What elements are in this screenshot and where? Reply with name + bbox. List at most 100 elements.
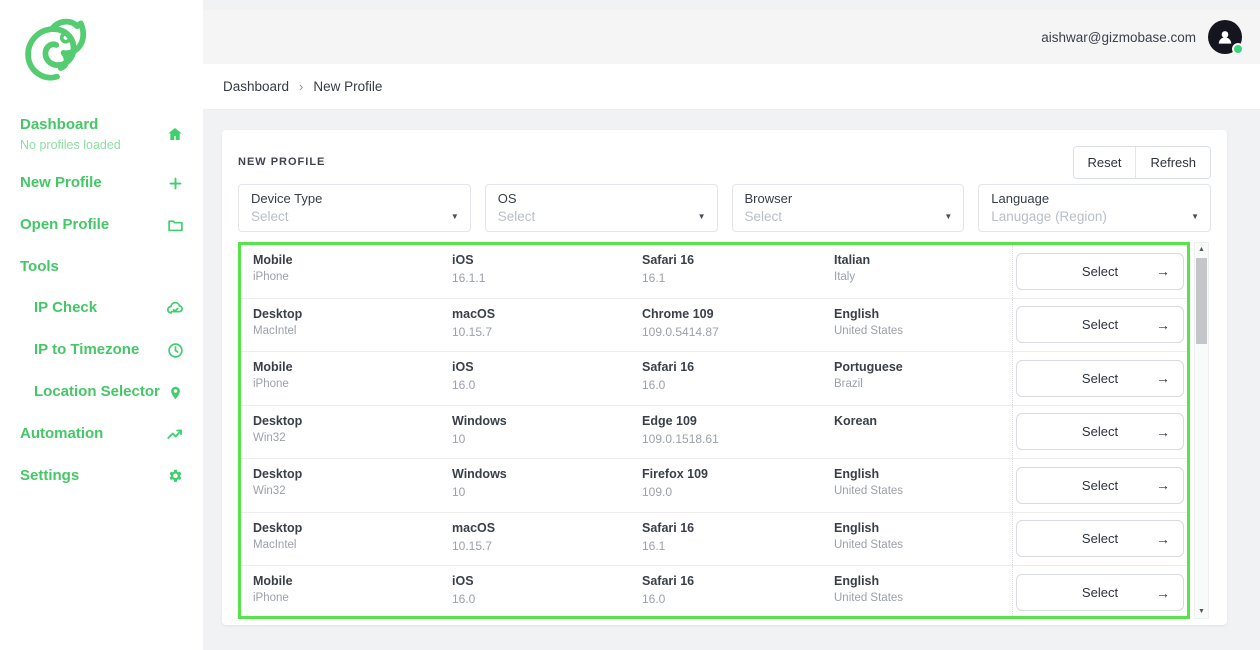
refresh-button[interactable]: Refresh [1135, 146, 1210, 178]
arrow-right-icon: → [1156, 423, 1170, 440]
device-type: Desktop [253, 306, 303, 321]
browser-version: 109.0.5414.87 [642, 324, 719, 339]
language-region: Italy [834, 271, 856, 283]
profile-row: Mobile iPhone iOS 16.0 Safari 16 16.0 Po… [241, 352, 1187, 406]
os-version: 16.0 [452, 378, 476, 392]
sidebar-item-label: Location Selector [34, 383, 160, 401]
browser-version: 16.0 [642, 592, 666, 606]
sidebar-item-automation[interactable]: Automation [0, 414, 203, 456]
sidebar-item-dashboard[interactable]: Dashboard No profiles loaded [0, 105, 203, 163]
select-button[interactable]: Select → [1016, 466, 1184, 504]
device-cell: Mobile iPhone [241, 566, 440, 616]
language-name: Italian [834, 253, 871, 267]
new-profile-panel: NEW PROFILE Reset Refresh Device Type Se… [222, 130, 1227, 625]
sidebar-item-ip-check[interactable]: IP Check [0, 288, 203, 330]
profiles-table-zone: Mobile iPhone iOS 16.1.1 Safari 16 16.1 … [238, 242, 1211, 619]
device-cell: Desktop MacIntel [241, 513, 440, 566]
browser-name: Firefox 109 [642, 467, 709, 481]
sidebar-item-location-selector[interactable]: Location Selector [0, 372, 203, 414]
language-name: Korean [834, 413, 878, 428]
sidebar-item-label: Tools [20, 257, 59, 275]
os-version: 10 [452, 485, 466, 499]
device-cell: Desktop Win32 [241, 459, 440, 512]
topbar: aishwar@gizmobase.com [203, 10, 1260, 64]
sidebar-item-open-profile[interactable]: Open Profile [0, 205, 203, 247]
browser-version: 16.1 [642, 538, 666, 553]
os-name: iOS [452, 253, 474, 267]
arrow-right-icon: → [1156, 477, 1170, 494]
dropdown-value: Select [744, 209, 783, 224]
select-button-label: Select [1081, 263, 1119, 279]
device-cell: Mobile iPhone [241, 352, 440, 405]
trend-icon [165, 425, 185, 445]
select-button[interactable]: Select → [1016, 252, 1184, 290]
clock-icon [165, 341, 185, 361]
browser-name: Chrome 109 [642, 306, 714, 321]
language-cell: English United States [822, 459, 1012, 512]
browser-version: 109.0.1518.61 [642, 431, 719, 446]
browser-name: Edge 109 [642, 413, 697, 428]
device-platform: iPhone [253, 592, 289, 604]
device-cell: Desktop Win32 [241, 406, 440, 459]
select-button[interactable]: Select → [1016, 306, 1184, 344]
chameleon-logo-icon [25, 18, 87, 81]
sidebar-item-label: IP to Timezone [34, 341, 140, 359]
arrow-right-icon: → [1156, 530, 1170, 547]
select-button-label: Select [1081, 424, 1119, 440]
device-platform: Win32 [253, 485, 286, 497]
home-icon [165, 124, 185, 144]
os-name: Windows [452, 467, 507, 481]
table-scrollbar[interactable]: ▲ ▼ [1194, 242, 1209, 619]
plus-icon [165, 174, 185, 194]
device-platform: iPhone [253, 378, 289, 390]
gear-icon [165, 467, 185, 487]
language-dropdown[interactable]: Language Lanugage (Region) ▼ [978, 184, 1211, 232]
os-cell: macOS 10.15.7 [440, 513, 630, 566]
os-version: 10 [452, 431, 466, 446]
device-type: Mobile [253, 574, 293, 588]
os-name: macOS [452, 520, 496, 535]
select-button[interactable]: Select → [1016, 359, 1184, 397]
breadcrumb-dashboard[interactable]: Dashboard [223, 79, 290, 94]
language-region: United States [834, 485, 904, 497]
scrollbar-thumb[interactable] [1196, 258, 1207, 344]
profile-row: Desktop MacIntel macOS 10.15.7 Chrome 10… [241, 298, 1187, 352]
language-cell: Portuguese Brazil [822, 352, 1012, 405]
sidebar-item-tools[interactable]: Tools [0, 247, 203, 288]
filters-row: Device Type Select ▼ OS Select ▼ Browser… [238, 184, 1211, 232]
scroll-down-arrow-icon[interactable]: ▼ [1198, 608, 1205, 615]
sidebar-item-settings[interactable]: Settings [0, 456, 203, 498]
profile-row: Mobile iPhone iOS 16.1.1 Safari 16 16.1 … [241, 245, 1187, 299]
sidebar-item-label: Open Profile [20, 216, 110, 234]
arrow-right-icon: → [1156, 263, 1170, 280]
select-button[interactable]: Select → [1016, 520, 1184, 558]
select-button[interactable]: Select → [1016, 574, 1184, 612]
sidebar-item-label: New Profile [20, 174, 102, 192]
sidebar-item-ip-to-timezone[interactable]: IP to Timezone [0, 330, 203, 372]
browser-name: Safari 16 [642, 360, 695, 374]
device-type: Desktop [253, 467, 303, 481]
app-logo[interactable] [0, 0, 203, 97]
profiles-table: Mobile iPhone iOS 16.1.1 Safari 16 16.1 … [238, 242, 1190, 619]
sidebar-nav: Dashboard No profiles loaded New Profile… [0, 97, 203, 506]
language-cell: Korean [822, 406, 1012, 459]
device-type: Mobile [253, 360, 293, 374]
device-type-dropdown[interactable]: Device Type Select ▼ [238, 184, 471, 232]
scroll-up-arrow-icon[interactable]: ▲ [1198, 246, 1205, 253]
sidebar-item-label: Automation [20, 425, 104, 443]
reset-button[interactable]: Reset [1073, 146, 1136, 178]
dropdown-label: Language [991, 191, 1050, 206]
sidebar-item-new-profile[interactable]: New Profile [0, 163, 203, 205]
panel-title: NEW PROFILE [238, 156, 326, 168]
os-dropdown[interactable]: OS Select ▼ [484, 184, 718, 232]
device-cell: Mobile iPhone [241, 245, 440, 298]
language-cell: English United States [822, 513, 1012, 566]
language-cell: English United States [822, 299, 1012, 352]
language-cell: Italian Italy [822, 245, 1012, 298]
sidebar-item-label: Settings [20, 467, 80, 485]
select-button[interactable]: Select → [1016, 413, 1184, 451]
avatar[interactable] [1208, 20, 1244, 55]
os-name: iOS [452, 360, 474, 374]
browser-cell: Edge 109 109.0.1518.61 [630, 406, 822, 459]
browser-dropdown[interactable]: Browser Select ▼ [731, 184, 965, 232]
